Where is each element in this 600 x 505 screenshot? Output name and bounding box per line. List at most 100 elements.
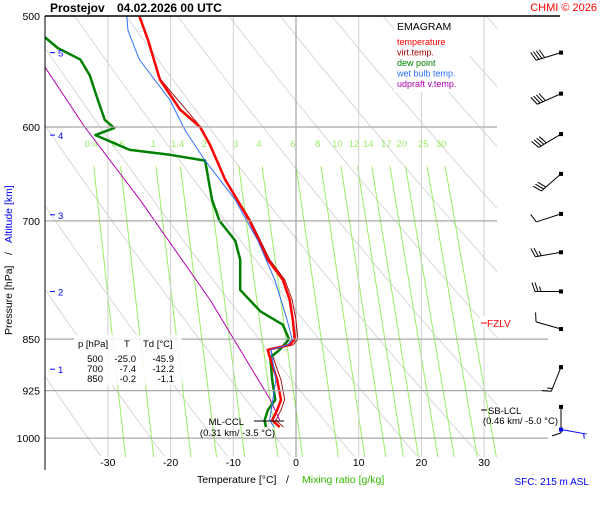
altitude-tick-label: 2 [58, 287, 63, 298]
fzlv-label: FZLV [487, 319, 511, 330]
barb-station [559, 405, 563, 409]
temperature-tick-label: 10 [353, 457, 365, 469]
pressure-tick-label: 600 [22, 122, 40, 134]
y-axis-label-altitude: Altitude [km] [3, 185, 15, 243]
mixing-ratio-label: 12 [349, 139, 360, 150]
credit: CHMI © 2026 [530, 2, 597, 14]
barb-station [559, 327, 563, 331]
mixing-ratio-line [405, 166, 454, 457]
mixing-ratio-label: 3 [233, 139, 238, 150]
legend-virt-temp: virt.temp. [397, 48, 434, 58]
barb-station [559, 132, 563, 136]
barb-station [559, 92, 563, 96]
mixing-ratio-label: 25 [418, 139, 429, 150]
y-axis-sep: / [3, 252, 15, 255]
sb-lcl-marker: SB-LCL (0.46 km/ -5.0 °C) [481, 406, 558, 427]
mixing-ratio-label: 10 [332, 139, 343, 150]
table-header-td: Td [°C] [143, 339, 173, 350]
mixing-ratio-line [427, 166, 477, 457]
sb-lcl-detail: (0.46 km/ -5.0 °C) [483, 416, 558, 427]
fzlv-marker: FZLV [480, 316, 511, 330]
x-axis-label: Temperature [°C] [197, 474, 277, 486]
legend-wet-bulb: wet bulb temp. [396, 69, 456, 79]
legend-temperature: temperature [397, 37, 446, 47]
sfc-label: SFC: 215 m ASL [515, 477, 590, 488]
mixing-ratio-line [207, 166, 245, 457]
table-header-p: p [hPa] [78, 339, 108, 350]
barb-shaft [536, 214, 561, 222]
altitude-tick-label: 5 [58, 49, 63, 60]
surface-wind-barb [559, 428, 587, 439]
stats-table: p [hPa] T Td [°C] 500 -25.0 -45.9 700 -7… [74, 335, 182, 385]
mixing-ratio-label: 2 [202, 139, 207, 150]
barb-half [539, 251, 541, 256]
dry-adiabat [589, 16, 600, 456]
station-title: Prostejov [50, 1, 105, 15]
mixing-ratio-line [121, 166, 154, 457]
barb-shaft [539, 134, 561, 147]
mixing-ratio-label: 4 [256, 139, 261, 150]
pressure-tick-label: 850 [22, 334, 40, 346]
altitude-tick-label: 4 [58, 131, 63, 142]
temperature-tick-label: 0 [293, 457, 299, 469]
barb-full [531, 214, 537, 222]
barb-shaft [536, 322, 561, 329]
wind-barb [532, 282, 563, 293]
wind-barb [531, 92, 563, 105]
mixing-ratio-label: 14 [363, 139, 374, 150]
barb-station [559, 289, 563, 293]
mixing-ratio-label: 0.4 [85, 139, 98, 150]
wind-barb [531, 50, 563, 60]
mixing-ratio-line [390, 166, 438, 457]
legend: EMAGRAM temperature virt.temp. dew point… [394, 17, 470, 92]
altitude-tick-label: 3 [58, 211, 63, 222]
pressure-tick-label: 1000 [17, 433, 41, 445]
temperature-tick-label: -20 [163, 457, 178, 469]
mixing-ratio-label: 6 [290, 139, 295, 150]
x-axis-title: Temperature [°C] / Mixing ratio [g/kg] [197, 474, 384, 486]
y-axis-title: Pressure [hPa] / Altitude [km] [3, 185, 15, 335]
barb-shaft [561, 430, 587, 435]
temperature-tick-label: 20 [416, 457, 428, 469]
barb-half [584, 434, 585, 439]
barb-station [559, 212, 563, 216]
mixing-ratio-label: 17 [381, 139, 392, 150]
mixing-ratio-label: 30 [436, 139, 447, 150]
y-axis-label: Pressure [hPa] [3, 265, 15, 335]
x-axis-label-mixing: Mixing ratio [g/kg] [302, 474, 384, 486]
mixing-ratio-label: 8 [315, 139, 320, 150]
barb-station [559, 250, 563, 254]
mixing-ratio-line [296, 166, 338, 457]
pressure-tick-label: 700 [22, 216, 40, 228]
barb-full [552, 433, 561, 436]
mixing-ratio-label: 1.4 [171, 139, 184, 150]
wind-barb [542, 365, 563, 391]
barb-full [532, 282, 535, 291]
wind-barb [531, 212, 563, 222]
ml-ccl-detail: (0.31 km/ -3.5 °C) [200, 428, 275, 439]
wind-barb [532, 132, 563, 147]
table-cell: 850 [87, 374, 103, 385]
ml-ccl-label: ML-CCL [209, 417, 244, 428]
barb-shaft [541, 174, 561, 191]
table-header-t: T [124, 339, 130, 350]
x-axis-sep: / [286, 474, 289, 486]
pressure-tick-label: 925 [22, 386, 40, 398]
table-cell: -0.2 [120, 374, 136, 385]
table-cell: -1.1 [158, 374, 174, 385]
barb-shaft [535, 252, 561, 257]
legend-updraft: udpraft v.temp. [397, 79, 456, 89]
mixing-ratio-line [94, 166, 126, 457]
chart-title: EMAGRAM [397, 21, 451, 33]
barb-shaft [551, 367, 561, 391]
datetime-title: 04.02.2026 00 UTC [117, 1, 222, 15]
altitude-tick-label: 1 [58, 365, 63, 376]
temperature-tick-label: -30 [100, 457, 115, 469]
temperature-tick-label: 30 [478, 457, 490, 469]
temperature-tick-label: -10 [226, 457, 241, 469]
legend-dew-point: dew point [397, 58, 436, 68]
barb-half [540, 286, 542, 291]
mixing-ratio-label: 1 [151, 139, 156, 150]
